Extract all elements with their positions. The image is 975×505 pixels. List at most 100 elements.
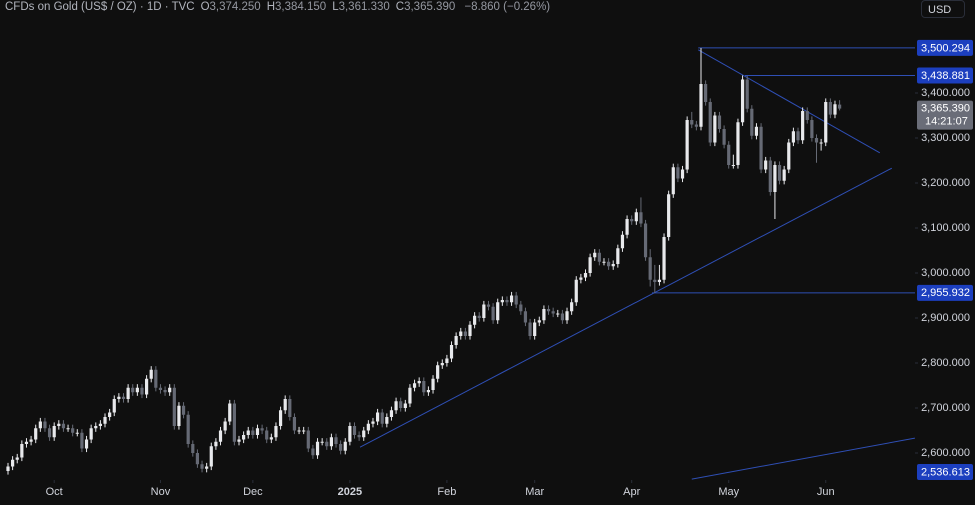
y-tick-label: 3,100.000 (921, 222, 970, 234)
x-tick-label: Oct (46, 486, 63, 498)
candle-body (34, 428, 38, 440)
candle-body (468, 324, 472, 337)
candle-body (84, 439, 89, 449)
candle-body (43, 421, 47, 429)
candle-body (473, 315, 477, 325)
candle-body (47, 428, 52, 438)
candle-body (29, 439, 33, 442)
candle-body (717, 115, 722, 130)
candle-body (121, 396, 126, 400)
candle-body (773, 165, 777, 193)
candle-body (149, 369, 153, 379)
currency-button[interactable]: USD (921, 0, 965, 18)
candle-body (186, 414, 190, 445)
candle-body (214, 441, 218, 447)
candle-body (496, 302, 500, 321)
candle-body (431, 378, 435, 391)
candle-body (144, 378, 149, 395)
candle-body (135, 387, 139, 393)
candle-body (833, 104, 837, 115)
y-tick-label: 3,400.000 (921, 87, 970, 99)
candle-body (278, 410, 283, 427)
candle-body (750, 108, 754, 136)
candle-body (560, 313, 564, 321)
candle-body (200, 464, 204, 469)
symbol-title: CFDs on Gold (US$ / OZ) · 1D · TVC (5, 1, 195, 13)
candle-body (269, 437, 273, 440)
candle-body (551, 311, 555, 314)
candle-body (292, 417, 297, 431)
candle-body (565, 311, 569, 321)
level-badge (917, 284, 973, 301)
level-label: 3,500.294 (921, 42, 970, 54)
candle-body (500, 300, 504, 303)
x-tick-label: May (718, 486, 739, 498)
candle-body (302, 430, 306, 432)
candle-body (745, 79, 749, 109)
candle-body (491, 306, 495, 321)
candle-body (325, 441, 329, 447)
candle-body (306, 430, 310, 449)
candle-body (445, 358, 449, 364)
candle-body (52, 426, 56, 438)
y-tick-label: 2,700.000 (921, 402, 970, 414)
candle-body (242, 435, 246, 440)
candle-body (643, 223, 648, 258)
candle-body (232, 403, 236, 442)
candle-body (172, 387, 176, 427)
candle-body (838, 104, 842, 109)
candle-body (634, 212, 638, 222)
candle-body (486, 304, 491, 307)
candle-body (288, 399, 292, 418)
trendline (697, 49, 881, 154)
candle-body (574, 279, 578, 303)
level-badge (917, 464, 973, 480)
candle-body (154, 369, 158, 388)
candle-body (459, 331, 463, 337)
candle-body (533, 322, 537, 337)
candle-body (505, 300, 509, 303)
candle-body (117, 396, 121, 400)
ohlc-legend: O3,374.250 H3,384.150 L3,361.330 C3,365.390 (195, 1, 456, 13)
candle-body (814, 138, 819, 143)
candle-body (98, 423, 102, 427)
candle-body (440, 363, 444, 366)
candle-body (108, 412, 112, 418)
candle-body (583, 273, 588, 278)
candle-body (61, 423, 66, 429)
candle-body (546, 309, 551, 312)
candle-body (611, 264, 615, 267)
candle-body (694, 124, 698, 127)
candle-body (311, 448, 315, 456)
candle-body (579, 277, 583, 280)
candle-body (315, 441, 320, 456)
candle-body (671, 167, 675, 195)
candle-body (782, 169, 786, 181)
candle-body (606, 261, 611, 267)
candle-body (754, 126, 759, 136)
x-tick-label: Nov (151, 486, 171, 498)
candle-body (126, 387, 130, 400)
candle-body (699, 84, 703, 127)
y-tick-label: 2,600.000 (921, 447, 970, 459)
candle-body (75, 432, 79, 434)
candle-body (348, 426, 352, 442)
candle-body (218, 430, 223, 442)
candle-body (523, 311, 528, 323)
candle-body (810, 120, 814, 139)
candle-body (329, 437, 333, 447)
candle-body (805, 111, 809, 121)
legend-key: H (266, 1, 276, 13)
candle-body (246, 430, 250, 436)
candle-body (422, 381, 426, 393)
header: CFDs on Gold (US$ / OZ) · 1D · TVC O3,374… (5, 1, 550, 13)
level-label: 2,955.932 (921, 287, 970, 299)
candle-body (163, 390, 167, 393)
candle-body (403, 403, 407, 409)
candle-body (352, 426, 357, 436)
level-label: 3,438.881 (921, 70, 970, 82)
candle-body (80, 432, 84, 449)
candle-body (542, 309, 546, 321)
candle-body (676, 167, 680, 179)
candle-body (759, 126, 763, 170)
